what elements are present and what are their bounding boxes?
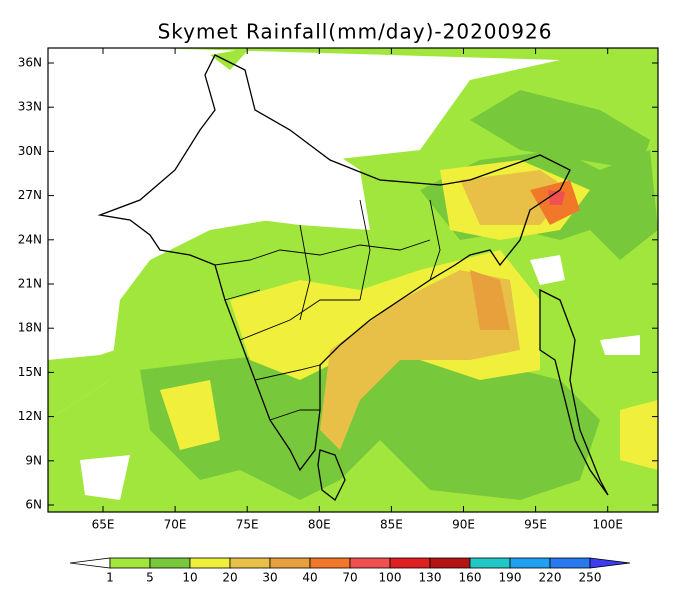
- colorbar-segment: [389, 557, 431, 569]
- colorbar-label: 160: [459, 571, 482, 585]
- colorbar-label: 10: [182, 571, 197, 585]
- colorbar-label: 20: [222, 571, 237, 585]
- colorbar-segment: [349, 557, 391, 569]
- lat-label: 21N: [18, 277, 42, 291]
- rainfall-field: [48, 48, 658, 512]
- colorbar-segment: [149, 557, 191, 569]
- lat-label: 36N: [18, 56, 42, 70]
- colorbar-low-triangle: [69, 557, 111, 569]
- colorbar-segment: [429, 557, 471, 569]
- lat-label: 24N: [18, 232, 42, 246]
- lon-label: 65E: [92, 518, 115, 532]
- lat-label: 33N: [18, 100, 42, 114]
- lat-label: 6N: [25, 498, 42, 512]
- lon-label: 80E: [308, 518, 331, 532]
- colorbar-segment: [269, 557, 311, 569]
- colorbar-label: 30: [262, 571, 277, 585]
- lat-label: 12N: [18, 409, 42, 423]
- colorbar-high-triangle: [589, 557, 631, 569]
- lat-label: 27N: [18, 188, 42, 202]
- lat-label: 18N: [18, 321, 42, 335]
- colorbar-label: 190: [499, 571, 522, 585]
- colorbar-label: 130: [419, 571, 442, 585]
- lon-label: 100E: [592, 518, 623, 532]
- lon-label: 75E: [236, 518, 259, 532]
- lon-label: 70E: [164, 518, 187, 532]
- colorbar-label: 220: [539, 571, 562, 585]
- colorbar-label: 5: [146, 571, 154, 585]
- colorbar-segment: [109, 557, 151, 569]
- lat-label: 30N: [18, 144, 42, 158]
- lat-label: 15N: [18, 365, 42, 379]
- lon-label: 85E: [380, 518, 403, 532]
- colorbar-segment: [509, 557, 551, 569]
- lon-label: 95E: [524, 518, 547, 532]
- map-title: Skymet Rainfall(mm/day)-20200926: [158, 20, 553, 44]
- map-frame: [47, 47, 659, 513]
- colorbar-segment: [469, 557, 511, 569]
- colorbar-label: 100: [379, 571, 402, 585]
- colorbar-segment: [229, 557, 271, 569]
- colorbar-label: 70: [342, 571, 357, 585]
- lat-label: 9N: [25, 453, 42, 467]
- country-borders: [97, 54, 609, 501]
- colorbar-segment: [549, 557, 591, 569]
- lon-label: 90E: [452, 518, 475, 532]
- colorbar-segment: [309, 557, 351, 569]
- colorbar-label: 40: [302, 571, 317, 585]
- colorbar-label: 250: [579, 571, 602, 585]
- colorbar-label: 1: [106, 571, 114, 585]
- colorbar-segment: [189, 557, 231, 569]
